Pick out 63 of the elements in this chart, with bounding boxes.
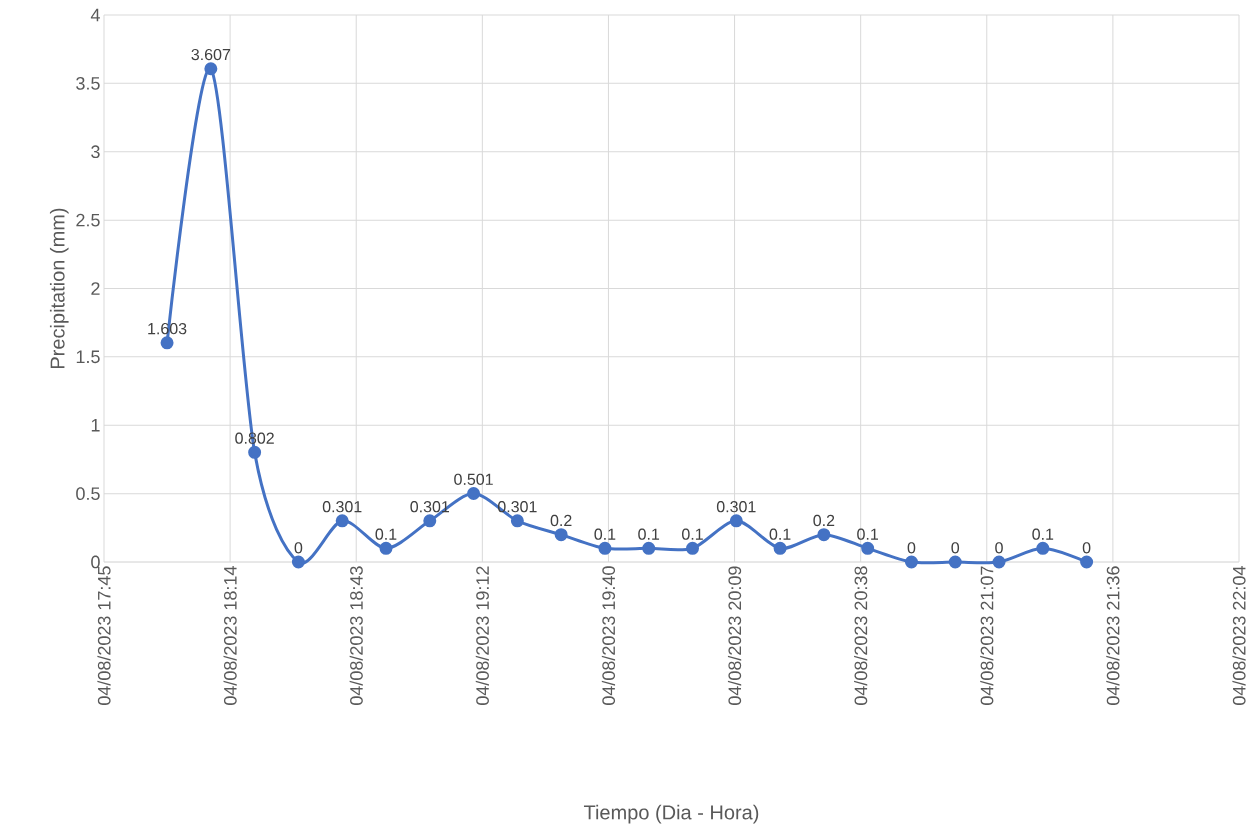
point: [817, 528, 831, 542]
point: [204, 62, 218, 76]
data-label: 0.301: [716, 501, 756, 513]
data-label: 0.2: [813, 514, 835, 527]
y-tick-label: 3.5: [76, 76, 100, 90]
x-tick-label: 04/08/2023 18:14: [223, 566, 237, 705]
x-tick-label: 04/08/2023 21:36: [1106, 566, 1120, 705]
data-label: 0.1: [769, 528, 791, 540]
x-tick-label: 04/08/2023 20:09: [727, 566, 742, 705]
y-tick-label: 3: [91, 145, 100, 159]
y-axis-title: Precipitation (mm): [49, 208, 69, 368]
point: [686, 541, 700, 555]
data-label: 0.1: [375, 528, 397, 540]
data-label: 0.301: [497, 501, 537, 513]
x-tick-label: 04/08/2023 17:45: [97, 566, 111, 705]
x-tick-label: 04/08/2023 18:43: [349, 566, 363, 705]
x-tick-label: 04/08/2023 19:40: [601, 566, 616, 705]
point: [291, 555, 305, 569]
data-label: 3.607: [191, 48, 231, 61]
point: [160, 336, 174, 350]
data-label: 0: [907, 542, 916, 554]
x-tick-label: 04/08/2023 22:04: [1232, 566, 1246, 705]
point: [1080, 555, 1094, 569]
y-tick-label: 1.5: [76, 350, 100, 364]
data-label: 0.2: [550, 514, 572, 527]
data-label: 0: [1082, 542, 1091, 554]
point: [467, 486, 481, 500]
x-tick-label: 04/08/2023 20:38: [854, 566, 868, 705]
point: [948, 555, 962, 569]
x-tick-label: 04/08/2023 21:07: [980, 566, 994, 705]
point: [554, 528, 568, 542]
point: [904, 555, 918, 569]
point: [510, 514, 524, 528]
data-label: 0: [995, 542, 1003, 554]
data-label: 0.501: [454, 473, 493, 485]
data-label: 0.1: [594, 528, 616, 540]
data-label: 0.301: [410, 501, 450, 513]
y-tick-label: 0.5: [76, 487, 100, 500]
data-label: 0.1: [682, 528, 703, 540]
data-label: 0: [294, 542, 303, 554]
point: [423, 514, 437, 528]
x-tick-label: 04/08/2023 19:12: [475, 566, 489, 705]
point: [992, 555, 1006, 569]
point: [861, 541, 875, 555]
data-label: 0.1: [1032, 528, 1054, 540]
point: [379, 541, 393, 555]
point: [335, 514, 349, 528]
point: [248, 445, 262, 459]
point: [773, 541, 787, 555]
point: [1036, 541, 1050, 555]
data-label: 0.1: [638, 528, 660, 540]
data-label: 0: [951, 542, 960, 554]
point: [642, 541, 656, 555]
data-label: 0.301: [322, 501, 362, 513]
x-axis-title: Tiempo (Dia - Hora): [583, 804, 759, 824]
point: [598, 541, 612, 555]
y-tick-label: 2: [91, 282, 100, 295]
y-tick-label: 2.5: [76, 213, 100, 227]
y-tick-label: 4: [90, 8, 100, 22]
data-label: 0.1: [857, 528, 878, 540]
point: [729, 514, 743, 528]
y-tick-label: 1: [91, 419, 100, 432]
y-tick-label: 0: [91, 555, 100, 569]
